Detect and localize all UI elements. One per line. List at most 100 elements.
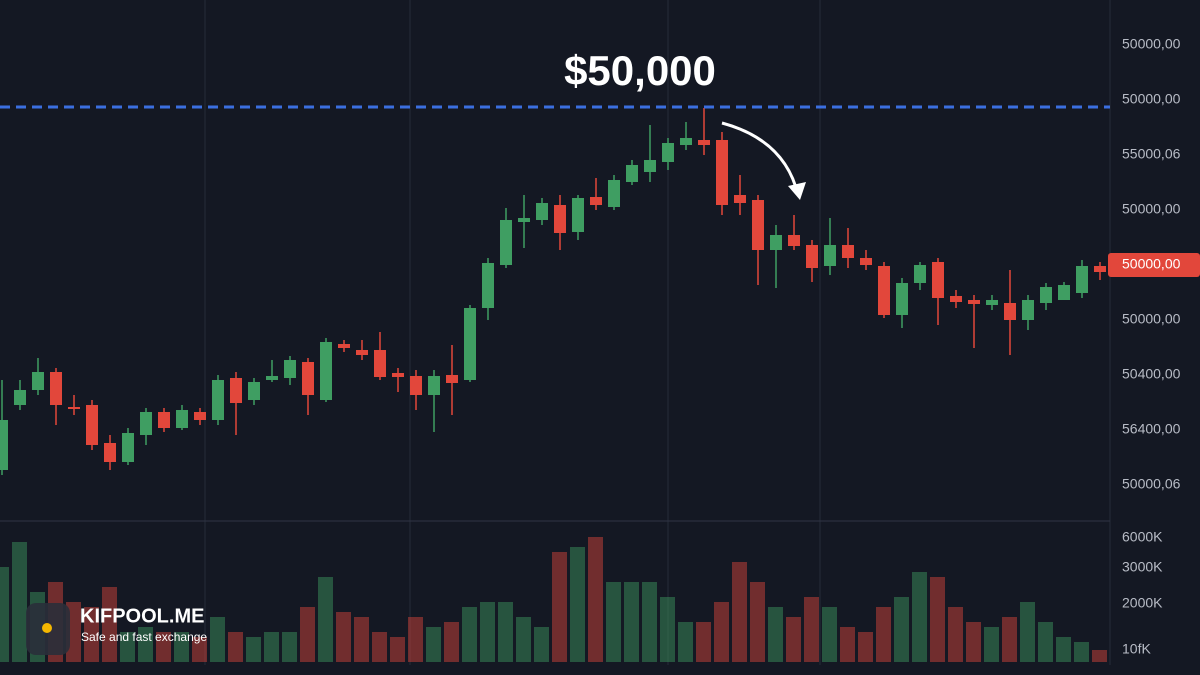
price-axis-label: 50000,00 [1122,36,1181,52]
candle-body [608,180,620,207]
volume-bar [894,597,909,662]
candle-body [950,296,962,302]
price-axis-label: 50000,00 [1122,311,1181,327]
candle-body [248,382,260,400]
candle-body [1094,266,1106,272]
candle-body [518,218,530,222]
candle-body [590,197,602,205]
volume-bar [282,632,297,662]
volume-bar [984,627,999,662]
current-price-box [1108,253,1200,277]
volume-bar [786,617,801,662]
candle-body [896,283,908,315]
volume-bar [768,607,783,662]
volume-bar [102,587,117,662]
candle-body [464,308,476,380]
grid [0,0,1111,665]
volume-bar [300,607,315,662]
candle-body [86,405,98,445]
volume-bar [1056,637,1071,662]
candle-body [644,160,656,172]
candle-body [266,376,278,380]
candle-body [716,140,728,205]
candle-body [680,138,692,145]
volume-bar [318,577,333,662]
candle-body [1004,303,1016,320]
volume-bar [552,552,567,662]
volume-bar [444,622,459,662]
volume-bar [912,572,927,662]
price-axis-label: 50000,06 [1122,476,1181,492]
volume-bar [1074,642,1089,662]
candle-body [1058,285,1070,300]
candle-body [50,372,62,405]
candle-body [1022,300,1034,320]
volume-bar [1092,650,1107,662]
candle-body [878,266,890,315]
candle-body [338,344,350,348]
volume-bar [120,632,135,662]
logo: KIFPOOL.ME Safe and fast exchange [26,603,207,655]
candle-body [284,360,296,378]
volume-bar [588,537,603,662]
candle-body [302,362,314,395]
candle-body [698,140,710,145]
candle-body [734,195,746,203]
volume-bar [480,602,495,662]
volume-bar [156,632,171,662]
price-axis-label: 50000,00 [1122,91,1181,107]
volume-bar [606,582,621,662]
volume-bar [1038,622,1053,662]
volume-bar [516,617,531,662]
volume-bar [930,577,945,662]
candle-body [860,258,872,265]
candle-body [14,390,26,405]
volume-bar [714,602,729,662]
candle-body [572,198,584,232]
volume-bar [624,582,639,662]
volume-axis-label: 2000K [1122,595,1163,611]
volume-bar [678,622,693,662]
volume-axis-label: 6000K [1122,529,1163,545]
volume-bar [372,632,387,662]
volume-bar [228,632,243,662]
candle-body [662,143,674,162]
candle-body [914,265,926,283]
volume-bar [642,582,657,662]
candle-body [392,373,404,377]
candle-body [122,433,134,462]
volume-bar [534,627,549,662]
candle-body [842,245,854,258]
volume-bar [462,607,477,662]
candle-body [626,165,638,182]
candle-body [104,443,116,462]
volume-bar [948,607,963,662]
volume-bar [12,542,27,662]
volume-bar [570,547,585,662]
volume-bar [336,612,351,662]
price-axis-label: 56400,00 [1122,421,1181,437]
arrow [721,121,800,196]
volume-bar [858,632,873,662]
volume-bar [822,607,837,662]
candle-body [500,220,512,265]
price-axis-label: 50400,00 [1122,366,1181,382]
volume-bar [354,617,369,662]
candle-body [554,205,566,233]
candle-body [212,380,224,420]
volume-bar [408,617,423,662]
candle-body [158,412,170,428]
volume-bar [966,622,981,662]
candle-body [410,376,422,395]
volume-bar [876,607,891,662]
price-axis-label: 55000,06 [1122,146,1181,162]
price-axis-label: 50000,00 [1122,256,1181,272]
candle-body [788,235,800,246]
volume-bar [750,582,765,662]
volume-bar [192,637,207,662]
candle-body [752,200,764,250]
volume-bar [840,627,855,662]
volume-bar [1002,617,1017,662]
volume-axis-label: 10fK [1122,641,1151,657]
